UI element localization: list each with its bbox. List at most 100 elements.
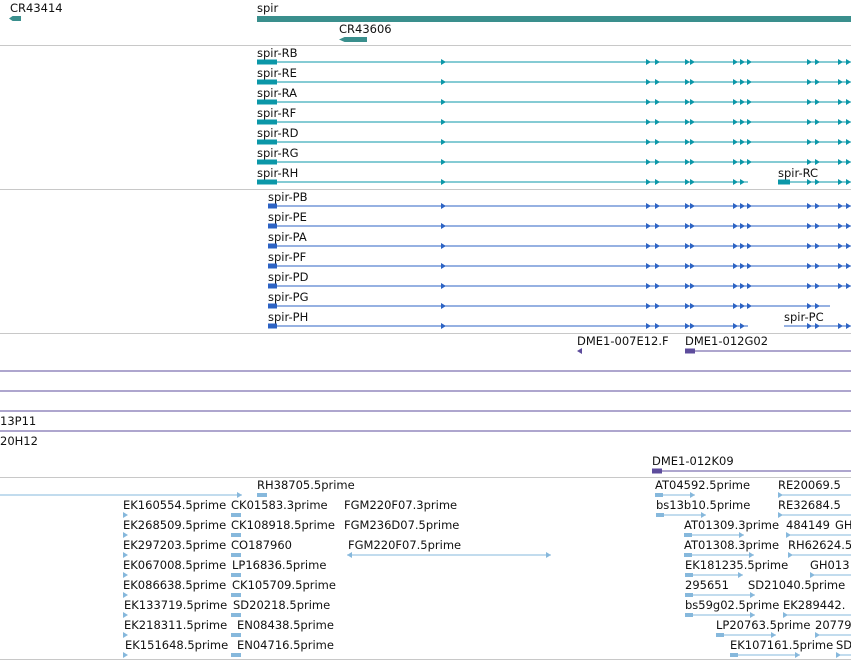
transcript-exon-arrow[interactable] bbox=[740, 59, 745, 65]
protein-arrow[interactable] bbox=[646, 303, 651, 309]
protein-arrow[interactable] bbox=[846, 283, 851, 289]
protein-arrow[interactable] bbox=[441, 203, 446, 209]
protein-arrow[interactable] bbox=[646, 243, 651, 249]
protein-start[interactable] bbox=[268, 283, 277, 289]
est-label[interactable]: EK067008.5prime bbox=[123, 558, 227, 572]
protein-arrow[interactable] bbox=[747, 223, 752, 229]
est-arrow[interactable] bbox=[750, 612, 755, 618]
est-label[interactable]: EK297203.5prime bbox=[123, 538, 227, 552]
est-arrow[interactable] bbox=[771, 632, 776, 638]
protein-arrow[interactable] bbox=[838, 283, 843, 289]
est-label[interactable]: EK181235.5prime bbox=[685, 558, 789, 572]
transcript-label[interactable]: spir-RG bbox=[257, 146, 299, 160]
transcript-exon[interactable] bbox=[257, 119, 277, 125]
est-label[interactable]: CO187960 bbox=[231, 538, 292, 552]
protein-arrow[interactable] bbox=[807, 283, 812, 289]
transcript-exon-arrow[interactable] bbox=[690, 59, 695, 65]
est-label[interactable]: bs13b10.5prime bbox=[656, 498, 751, 512]
transcript-exon-arrow[interactable] bbox=[441, 79, 446, 85]
transcript-exon-arrow[interactable] bbox=[815, 59, 820, 65]
protein-arrow[interactable] bbox=[747, 283, 752, 289]
transcript-exon[interactable] bbox=[778, 179, 790, 185]
protein-arrow[interactable] bbox=[441, 323, 446, 329]
est-arrow[interactable] bbox=[123, 592, 128, 598]
transcript-exon-arrow[interactable] bbox=[733, 119, 738, 125]
protein-arrow[interactable] bbox=[655, 283, 660, 289]
est-label[interactable]: AT04592.5prime bbox=[655, 478, 751, 492]
protein-arrow[interactable] bbox=[815, 223, 820, 229]
transcript-exon-arrow[interactable] bbox=[838, 139, 843, 145]
transcript-exon-arrow[interactable] bbox=[441, 119, 446, 125]
transcript-exon-arrow[interactable] bbox=[685, 159, 690, 165]
est-arrow[interactable] bbox=[749, 552, 754, 558]
est-label[interactable]: AT01308.3prime bbox=[684, 538, 780, 552]
protein-arrow[interactable] bbox=[690, 203, 695, 209]
transcript-exon-arrow[interactable] bbox=[685, 79, 690, 85]
transcript-exon-arrow[interactable] bbox=[733, 179, 738, 185]
est-label[interactable]: RH38705.5prime bbox=[257, 478, 355, 492]
protein-arrow[interactable] bbox=[740, 263, 745, 269]
transcript-exon-arrow[interactable] bbox=[685, 119, 690, 125]
protein-arrow[interactable] bbox=[441, 303, 446, 309]
protein-start[interactable] bbox=[268, 323, 277, 329]
protein-start[interactable] bbox=[268, 243, 277, 249]
protein-arrow[interactable] bbox=[846, 323, 851, 329]
est-label[interactable]: EK268509.5prime bbox=[123, 518, 227, 532]
protein-arrow[interactable] bbox=[655, 303, 660, 309]
est-block[interactable] bbox=[231, 573, 241, 577]
protein-label[interactable]: spir-PD bbox=[268, 270, 309, 284]
transcript-exon-arrow[interactable] bbox=[747, 159, 752, 165]
transcript-exon-arrow[interactable] bbox=[815, 139, 820, 145]
est-block[interactable] bbox=[685, 573, 693, 577]
protein-label[interactable]: spir-PB bbox=[268, 190, 308, 204]
transcript-exon-arrow[interactable] bbox=[690, 139, 695, 145]
est-label[interactable]: 20779 bbox=[815, 618, 851, 632]
transcript-exon-arrow[interactable] bbox=[846, 159, 851, 165]
transcript-exon-arrow[interactable] bbox=[747, 59, 752, 65]
transcript-exon-arrow[interactable] bbox=[838, 99, 843, 105]
est-block[interactable] bbox=[656, 513, 664, 517]
protein-arrow[interactable] bbox=[815, 203, 820, 209]
transcript-exon-arrow[interactable] bbox=[441, 99, 446, 105]
transcript-exon-arrow[interactable] bbox=[733, 159, 738, 165]
est-arrow[interactable] bbox=[739, 532, 744, 538]
protein-arrow[interactable] bbox=[740, 283, 745, 289]
transcript-exon-arrow[interactable] bbox=[807, 179, 812, 185]
transcript-exon-arrow[interactable] bbox=[815, 99, 820, 105]
transcript-exon-arrow[interactable] bbox=[838, 79, 843, 85]
gene-label-cr43414[interactable]: CR43414 bbox=[10, 1, 63, 15]
transcript-exon-arrow[interactable] bbox=[646, 159, 651, 165]
est-label[interactable]: RE20069.5 bbox=[778, 478, 841, 492]
est-arrow[interactable] bbox=[783, 612, 788, 618]
est-arrow[interactable] bbox=[836, 652, 841, 658]
transcript-exon-arrow[interactable] bbox=[747, 79, 752, 85]
gene-label-cr43606[interactable]: CR43606 bbox=[339, 22, 392, 36]
gene-feature-cr43414[interactable] bbox=[9, 16, 21, 21]
transcript-exon-arrow[interactable] bbox=[690, 179, 695, 185]
est-label[interactable]: SD20218.5prime bbox=[233, 598, 331, 612]
protein-arrow[interactable] bbox=[690, 243, 695, 249]
transcript-exon-arrow[interactable] bbox=[441, 139, 446, 145]
est-label[interactable]: bs59g02.5prime bbox=[685, 598, 780, 612]
transcript-exon-arrow[interactable] bbox=[685, 139, 690, 145]
est-label[interactable]: RH62624.5 bbox=[788, 538, 851, 552]
est-label[interactable]: SD21040.5prime bbox=[748, 578, 846, 592]
protein-label[interactable]: spir-PE bbox=[268, 210, 307, 224]
est-block[interactable] bbox=[231, 513, 241, 517]
transcript-exon-arrow[interactable] bbox=[747, 139, 752, 145]
protein-arrow[interactable] bbox=[690, 223, 695, 229]
protein-label[interactable]: spir-PG bbox=[268, 290, 309, 304]
est-block[interactable] bbox=[684, 533, 692, 537]
protein-arrow[interactable] bbox=[685, 263, 690, 269]
protein-arrow[interactable] bbox=[747, 203, 752, 209]
protein-arrow[interactable] bbox=[838, 243, 843, 249]
protein-arrow[interactable] bbox=[646, 203, 651, 209]
transcript-exon-arrow[interactable] bbox=[838, 179, 843, 185]
est-label[interactable]: EN04716.5prime bbox=[237, 638, 334, 652]
transcript-exon-arrow[interactable] bbox=[740, 119, 745, 125]
est-arrow[interactable] bbox=[778, 512, 783, 518]
transcript-exon-arrow[interactable] bbox=[646, 139, 651, 145]
est-label[interactable]: GH013 bbox=[810, 558, 850, 572]
transcript-exon-arrow[interactable] bbox=[690, 119, 695, 125]
est-label[interactable]: AT01309.3prime bbox=[684, 518, 780, 532]
